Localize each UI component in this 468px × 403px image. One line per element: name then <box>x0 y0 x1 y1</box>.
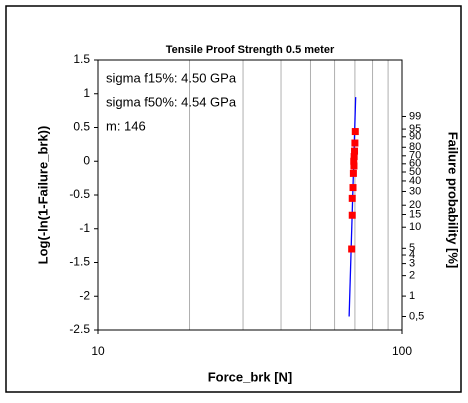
y-tick-label: -2 <box>79 288 90 302</box>
y-tick-label: -0.5 <box>69 187 90 201</box>
data-point <box>350 162 358 170</box>
y2-tick-label: 10 <box>409 221 421 233</box>
y2-tick-label: 15 <box>409 208 421 220</box>
y2-tick-label: 0,5 <box>409 310 424 322</box>
data-point <box>351 147 359 155</box>
y2-tick-label: 3 <box>409 258 415 270</box>
data-point <box>351 128 359 136</box>
x-axis-label: Force_brk [N] <box>208 369 293 384</box>
y2-tick-label: 80 <box>409 141 421 153</box>
data-point <box>348 245 356 253</box>
y2-tick-label: 99 <box>409 110 421 122</box>
y-tick-label: 0.5 <box>73 120 90 134</box>
y-tick-label: 1.5 <box>73 52 90 66</box>
data-point <box>348 194 356 202</box>
y2-tick-label: 70 <box>409 150 421 162</box>
x-tick-label: 10 <box>91 344 105 358</box>
y2-tick-label: 20 <box>409 199 421 211</box>
data-point <box>349 169 357 177</box>
y2-tick-label: 5 <box>409 242 415 254</box>
data-point <box>351 139 359 147</box>
data-point <box>350 153 358 161</box>
data-point <box>348 211 356 219</box>
y2-tick-label: 4 <box>409 249 415 261</box>
chart-title: Tensile Proof Strength 0.5 meter <box>166 44 335 56</box>
y2-tick-label: 95 <box>409 123 421 135</box>
y-axis-label: Log(-ln(1-Failure_brk)) <box>35 126 50 265</box>
y-tick-label: 0 <box>83 153 90 167</box>
annotation: m: 146 <box>106 118 146 133</box>
y2-tick-label: 30 <box>409 185 421 197</box>
y-tick-label: -2.5 <box>69 322 90 336</box>
x-tick-label: 100 <box>392 344 412 358</box>
y-tick-label: 1 <box>83 86 90 100</box>
y2-tick-label: 40 <box>409 175 421 187</box>
y2-tick-label: 2 <box>409 270 415 282</box>
y2-tick-label: 90 <box>409 131 421 143</box>
y-tick-label: -1.5 <box>69 255 90 269</box>
annotation: sigma f15%: 4.50 GPa <box>106 70 237 85</box>
y2-tick-label: 60 <box>409 158 421 170</box>
y-tick-label: -1 <box>79 221 90 235</box>
data-point <box>349 184 357 192</box>
y2-tick-label: 1 <box>409 290 415 302</box>
annotation: sigma f50%: 4.54 GPa <box>106 94 237 109</box>
y2-tick-label: 50 <box>409 166 421 178</box>
chart-frame <box>5 5 462 393</box>
y2-axis-label: Failure probability [%] <box>446 132 461 269</box>
data-point <box>350 157 358 165</box>
